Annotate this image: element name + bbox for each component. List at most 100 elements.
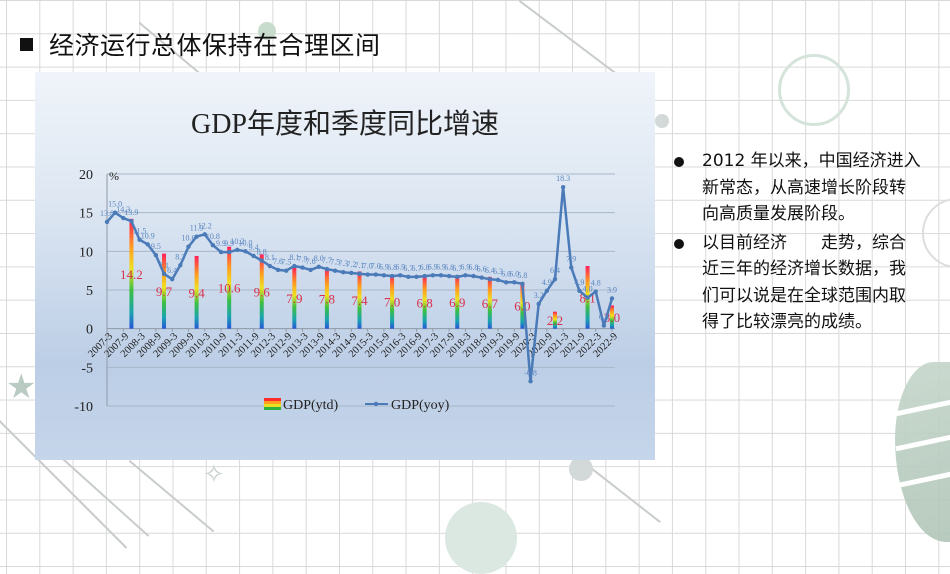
- yoy-point-label: 7.7: [322, 256, 332, 265]
- legend-yoy-label: GDP(yoy): [391, 398, 450, 413]
- yoy-point-label: 8.0: [314, 254, 324, 263]
- yoy-point: [275, 267, 281, 273]
- yoy-point-label: 10.2: [230, 237, 244, 246]
- yoy-point: [324, 266, 330, 272]
- yoy-point-label: 7.3: [338, 259, 348, 268]
- yoy-point: [121, 215, 126, 221]
- yoy-point: [104, 219, 110, 225]
- yoy-point-label: 18.3: [556, 174, 570, 183]
- ytd-bar: [162, 253, 167, 329]
- ytd-bar: [357, 271, 362, 329]
- yoy-point: [259, 258, 264, 263]
- legend-ytd-label: GDP(ytd): [283, 398, 339, 413]
- yoy-point-label: 9.9: [216, 239, 226, 248]
- yoy-point: [186, 244, 191, 249]
- yoy-point-label: 6.8: [387, 263, 397, 272]
- yoy-point: [389, 273, 395, 279]
- chart-panel: GDP年度和季度同比增速 -10 -5 0 5 10 15 20% 2007-3 2007-9…: [35, 72, 655, 460]
- gdp-chart: -10 -5 0 5 10 15 20% 2007-32007-92008-32008-92…: [74, 168, 620, 415]
- y-tick-label: 5: [86, 284, 93, 299]
- decor-circle-dot: [655, 114, 669, 128]
- ytd-bar: [455, 275, 460, 329]
- yoy-point: [552, 276, 558, 282]
- yoy-point-label: 4.8: [591, 279, 601, 288]
- yoy-point: [422, 273, 427, 279]
- decor-circle-blob: [445, 502, 517, 574]
- x-axis: 2007-32007-92008-32008-92009-32009-92010…: [86, 328, 620, 360]
- ytd-bar-label: 7.8: [319, 292, 335, 307]
- ytd-bar: [390, 274, 395, 329]
- yoy-point: [218, 249, 224, 255]
- yoy-point-label: 7.1: [159, 261, 169, 270]
- yoy-point: [169, 276, 175, 282]
- yoy-point-label: 7.0: [371, 262, 381, 271]
- ytd-bar-label: 9.7: [156, 284, 173, 299]
- yoy-point-label: 9.5: [151, 242, 161, 251]
- yoy-point: [365, 272, 370, 277]
- yoy-point: [226, 249, 232, 255]
- yoy-point: [609, 296, 615, 301]
- ytd-bar-label: 6.8: [417, 295, 433, 310]
- yoy-point-label: 7.0: [363, 262, 373, 271]
- yoy-point-label: 6.0: [509, 269, 519, 278]
- yoy-point: [446, 273, 452, 279]
- yoy-point-label: 10.0: [238, 238, 252, 247]
- bullet-dot-icon: [674, 157, 684, 167]
- yoy-point-label: 6.3: [493, 267, 503, 276]
- yoy-point: [251, 253, 256, 259]
- yoy-point-label: 6.6: [477, 265, 487, 274]
- yoy-point: [283, 268, 289, 273]
- decor-sparkle: ✧: [203, 460, 225, 490]
- ytd-bar: [227, 246, 232, 329]
- yoy-point: [487, 276, 493, 282]
- yoy-point-label: 6.7: [403, 264, 413, 273]
- yoy-point: [332, 268, 338, 273]
- ytd-bar: [292, 267, 297, 329]
- yoy-point: [357, 271, 362, 276]
- yoy-point: [593, 289, 598, 294]
- slide-title: 经济运行总体保持在合理区间: [20, 26, 381, 62]
- ytd-bar: [194, 255, 199, 329]
- yoy-point: [479, 275, 484, 280]
- yoy-point-label: 4.9: [574, 278, 584, 287]
- unit-label: %: [109, 169, 119, 183]
- yoy-point: [292, 263, 297, 269]
- yoy-point-label: 7.1: [355, 261, 365, 270]
- yoy-point-label: 3.9: [607, 286, 617, 295]
- ytd-bar-label: 6.7: [482, 296, 499, 311]
- ytd-bar: [259, 254, 264, 329]
- bullet-text: 2012 年以来，中国经济进入新常态，从高速增长阶段转向高质量发展阶段。: [702, 151, 921, 224]
- yoy-point-label: 0.4: [599, 313, 609, 322]
- yoy-point-label: 7.9: [297, 255, 307, 264]
- yoy-point-label: 7.5: [330, 258, 340, 267]
- ytd-bar-label: 10.6: [218, 281, 241, 296]
- ytd-bar-label: 6.9: [449, 295, 465, 310]
- yoy-point-label: 8.1: [265, 253, 275, 262]
- ytd-bar-label: 6.0: [514, 298, 530, 313]
- yoy-point-label: 6.9: [379, 262, 389, 271]
- yoy-point: [145, 242, 150, 247]
- bullet-item: 以目前经济 走势，综合近三年的经济增长数据，我们可以说是在全球范围内取得了比较漂…: [672, 230, 922, 336]
- yoy-point: [577, 288, 582, 293]
- yoy-point: [267, 263, 273, 269]
- yoy-point: [560, 184, 566, 190]
- yoy-point: [194, 234, 199, 239]
- yoy-point-label: 3.2: [534, 291, 544, 300]
- yoy-point-label: 6.4: [485, 266, 495, 275]
- yoy-point: [210, 242, 216, 248]
- decor-ring: [778, 54, 850, 126]
- yoy-point-label: 6.0: [501, 269, 511, 278]
- yoy-point: [569, 265, 574, 270]
- ytd-bar: [422, 276, 427, 329]
- yoy-point: [438, 273, 444, 278]
- yoy-point-label: 7.9: [566, 255, 576, 264]
- yoy-point-label: 7.6: [273, 257, 283, 266]
- bullet-text: 以目前经济 走势，综合近三年的经济增长数据，我们可以说是在全球范围内取得了比较漂…: [702, 232, 906, 333]
- chart-gridlines: [106, 173, 615, 407]
- yoy-point-label: 6.8: [420, 263, 430, 272]
- yoy-point: [601, 323, 607, 328]
- yoy-point-label: 15.0: [108, 200, 122, 209]
- yoy-point: [349, 270, 354, 276]
- yoy-point: [528, 379, 533, 384]
- decor-star: ★: [6, 367, 37, 407]
